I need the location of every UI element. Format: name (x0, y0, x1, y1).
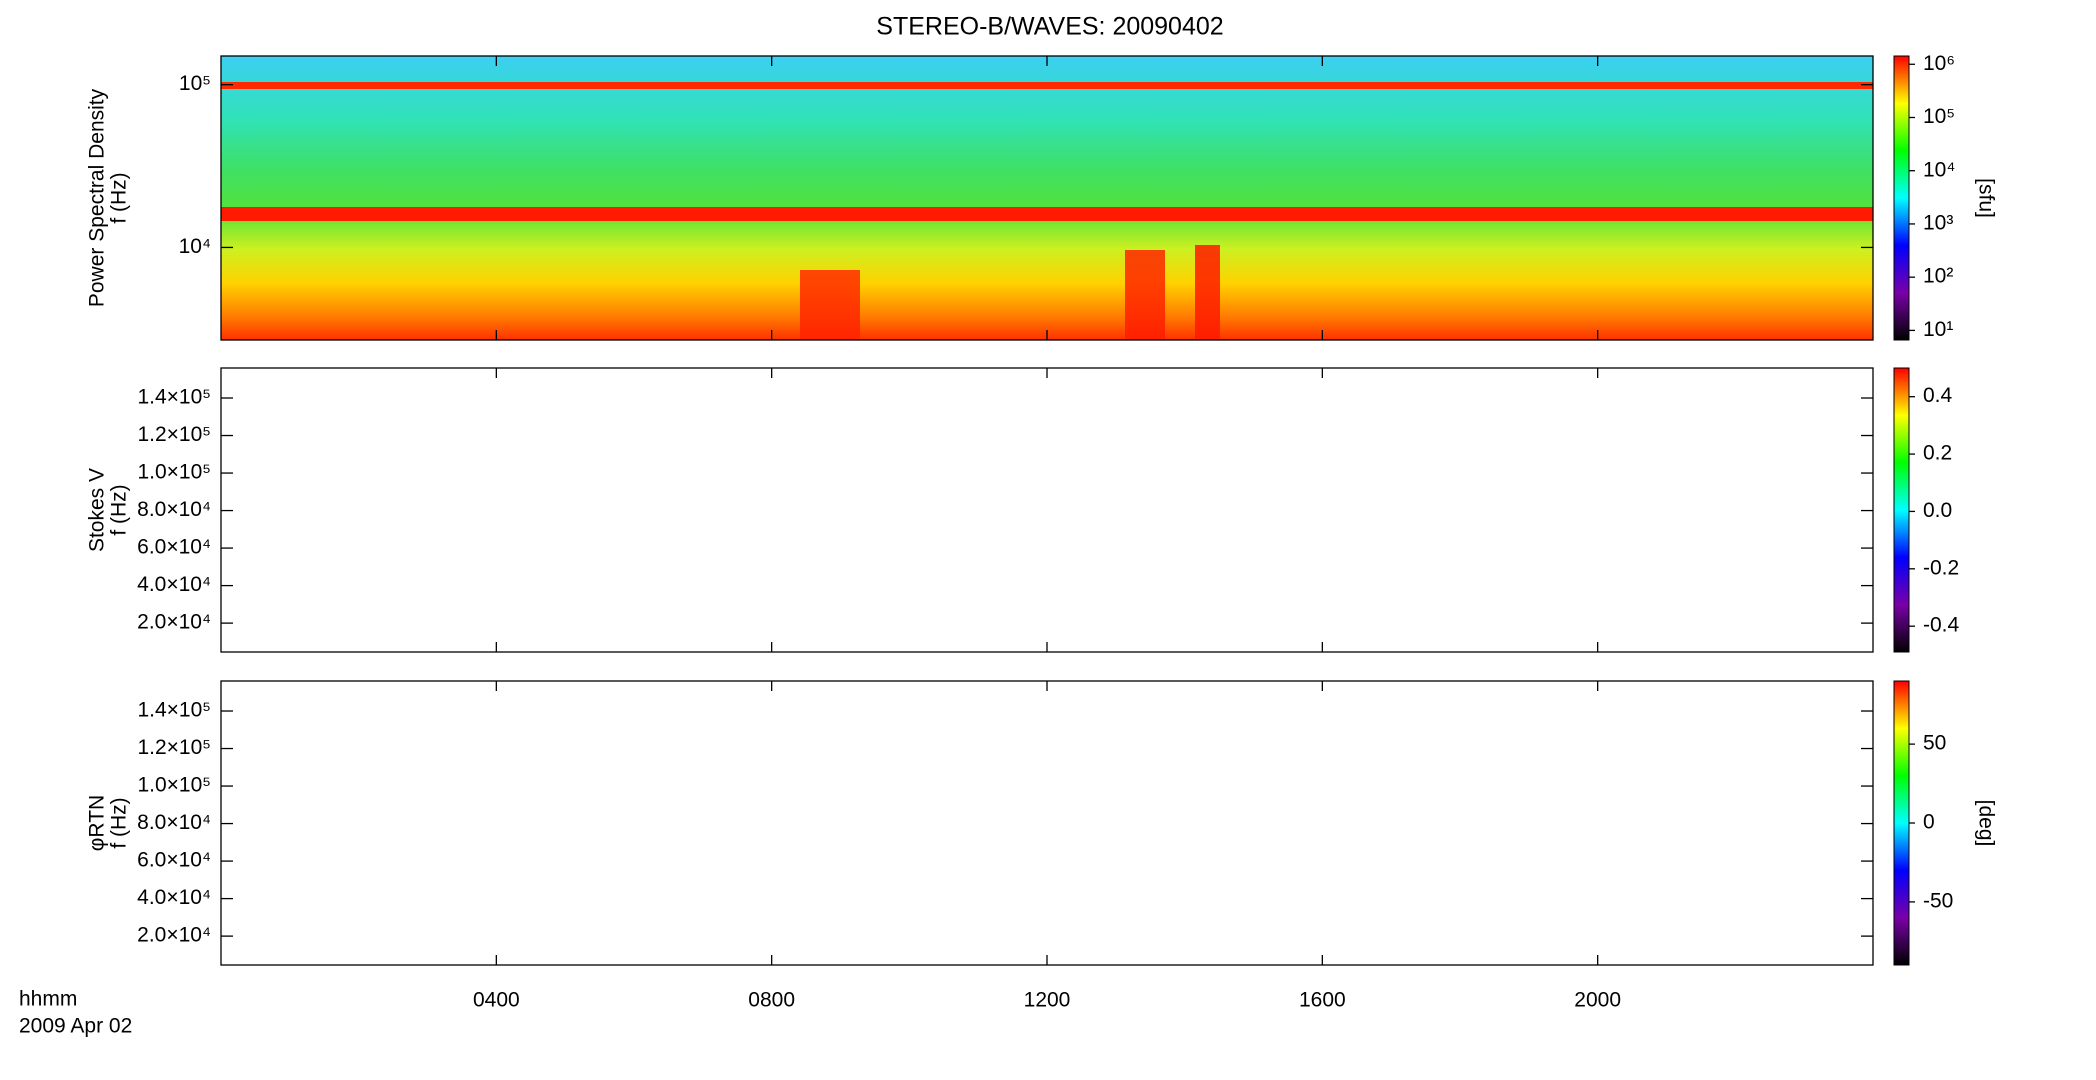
y-tick-label: 1.0×10⁵ (137, 774, 211, 797)
colorbar-label: [deg] (1974, 800, 1997, 847)
x-tick-label: 2000 (1574, 989, 1621, 1012)
emission-band (221, 82, 1873, 89)
chart-title: STEREO-B/WAVES: 20090402 (876, 13, 1223, 41)
y-axis-label: f (Hz) (108, 172, 131, 223)
y-tick-label: 6.0×10⁴ (137, 536, 211, 559)
burst-patch (1195, 245, 1220, 340)
colorbar-tick-label: -50 (1923, 889, 1953, 912)
colorbar-tick-label: 10¹ (1923, 318, 1953, 341)
colorbar-tick-label: 0.4 (1923, 384, 1953, 407)
x-tick-label: 0800 (748, 989, 795, 1012)
x-tick-label: 1600 (1299, 989, 1346, 1012)
colorbar-tick-label: 0.0 (1923, 499, 1952, 522)
colorbar-tick-label: 50 (1923, 732, 1946, 755)
colorbar-tick-label: -0.4 (1923, 614, 1960, 637)
spectrogram-image (221, 56, 1873, 340)
colorbar (1893, 680, 1910, 966)
y-tick-label: 1.4×10⁵ (137, 699, 211, 722)
y-tick-label: 8.0×10⁴ (137, 498, 211, 521)
y-tick-label: 8.0×10⁴ (137, 811, 211, 834)
y-tick-label: 1.4×10⁵ (137, 386, 211, 409)
y-tick-label: 1.0×10⁵ (137, 461, 211, 484)
y-axis-label: Power Spectral Density (86, 88, 109, 307)
x-axis-label: 2009 Apr 02 (19, 1015, 132, 1038)
colorbar-tick-label: 10⁵ (1923, 105, 1955, 128)
colorbar-tick-label: 10⁶ (1923, 52, 1955, 75)
y-tick-label: 1.2×10⁵ (137, 423, 211, 446)
emission-band (221, 207, 1873, 221)
x-tick-label: 0400 (473, 989, 520, 1012)
colorbar-tick-label: -0.2 (1923, 556, 1959, 579)
colorbar-tick-label: 10³ (1923, 211, 1953, 234)
plot-frame (220, 680, 1874, 966)
x-axis-label: hhmm (19, 988, 77, 1011)
y-tick-label: 2.0×10⁴ (137, 611, 211, 634)
burst-patch (1125, 250, 1165, 340)
y-axis-label: Stokes V (86, 468, 109, 552)
colorbar (1893, 55, 1910, 341)
colorbar-label: [sfu] (1974, 178, 1997, 218)
y-tick-label: 4.0×10⁴ (137, 886, 211, 909)
y-tick-label: 4.0×10⁴ (137, 573, 211, 596)
colorbar (1893, 367, 1910, 653)
y-tick-label: 2.0×10⁴ (137, 924, 211, 947)
y-axis-label: φRTN (86, 795, 109, 851)
colorbar-tick-label: 10⁴ (1923, 158, 1955, 181)
colorbar-tick-label: 0.2 (1923, 442, 1952, 465)
y-tick-label: 6.0×10⁴ (137, 849, 211, 872)
x-tick-label: 1200 (1024, 989, 1071, 1012)
y-axis-label: f (Hz) (108, 484, 131, 535)
plot-frame (220, 367, 1874, 653)
y-tick-label: 10⁵ (179, 72, 211, 95)
y-tick-label: 1.2×10⁵ (137, 736, 211, 759)
colorbar-tick-label: 0 (1923, 811, 1935, 834)
burst-patch (800, 270, 860, 340)
y-tick-label: 10⁴ (179, 235, 211, 258)
colorbar-tick-label: 10² (1923, 265, 1953, 288)
y-axis-label: f (Hz) (108, 797, 131, 848)
